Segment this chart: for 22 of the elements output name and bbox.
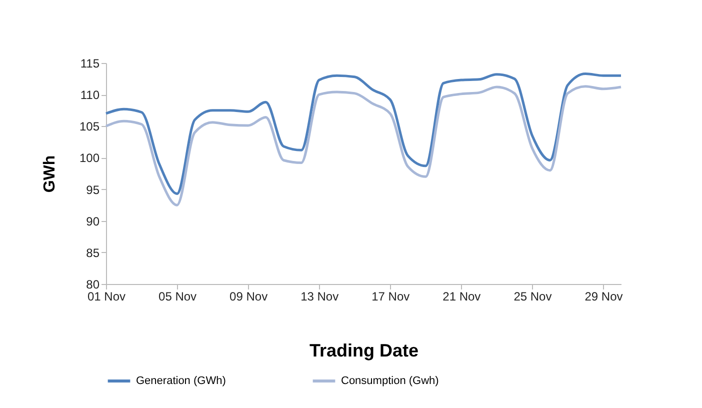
x-tick-label: 29 Nov <box>584 290 623 304</box>
legend-label: Consumption (Gwh) <box>341 375 439 387</box>
y-tick-label: 85 <box>86 246 100 260</box>
line-series <box>104 72 622 195</box>
y-tick-label: 100 <box>79 151 100 166</box>
line-series <box>104 85 622 206</box>
x-tick-label: 13 Nov <box>300 290 339 304</box>
x-tick-label: 09 Nov <box>230 290 268 304</box>
x-axis-title: Trading Date <box>309 340 419 360</box>
y-tick-label: 95 <box>86 182 100 197</box>
y-tick-label: 105 <box>79 120 100 134</box>
y-axis-title: GWh <box>41 155 58 193</box>
x-tick-label: 05 Nov <box>158 290 197 304</box>
y-tick-label: 115 <box>80 56 100 70</box>
y-tick-label: 90 <box>86 214 100 228</box>
legend-label: Generation (GWh) <box>136 375 226 387</box>
x-tick-label: 21 Nov <box>442 290 481 304</box>
y-tick-label: 80 <box>86 278 100 292</box>
y-tick-label: 110 <box>80 88 100 102</box>
x-tick-label: 17 Nov <box>372 290 410 304</box>
x-tick-label: 01 Nov <box>87 290 126 304</box>
x-tick-label: 25 Nov <box>514 290 552 304</box>
